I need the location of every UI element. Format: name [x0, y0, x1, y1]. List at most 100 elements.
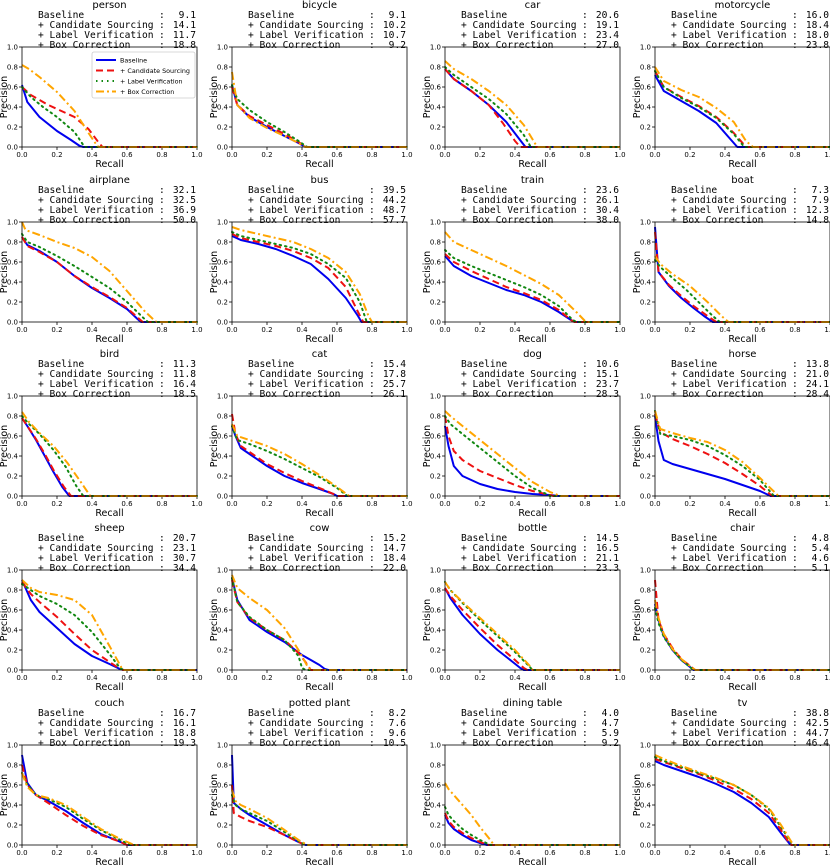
y-tick-label: 0.0 [7, 319, 18, 327]
ap-colon: : [159, 20, 165, 31]
panel-title: dog [523, 349, 542, 360]
panel-title: bird [100, 349, 119, 360]
series-line-baseline [444, 255, 620, 323]
ap-colon: : [792, 389, 798, 400]
ap-colon: : [159, 359, 165, 370]
ap-colon: : [582, 708, 588, 719]
series-line-box-correction [654, 66, 830, 148]
y-tick-label: 0.2 [217, 473, 228, 481]
series-line-label-verification [21, 772, 198, 846]
ap-value: 10.7 [383, 30, 406, 41]
ap-value: 21.1 [596, 553, 619, 564]
ap-method-label: + Candidate Sourcing [461, 20, 577, 31]
x-tick-label: 0.6 [121, 151, 133, 159]
ap-value: 22.0 [383, 563, 406, 574]
ap-colon: : [369, 20, 375, 31]
ap-value: 11.7 [173, 30, 196, 41]
series-line-baseline [444, 425, 620, 497]
y-tick-label: 0.4 [640, 802, 652, 810]
ap-method-label: + Box Correction [461, 40, 553, 51]
ap-method-label: Baseline [38, 359, 84, 370]
ap-value: 9.1 [179, 10, 197, 21]
y-tick-label: 1.0 [7, 393, 18, 401]
ap-method-label: + Candidate Sourcing [671, 369, 787, 380]
ap-method-label: Baseline [248, 359, 294, 370]
x-tick-label: 0.8 [789, 500, 800, 508]
x-tick-label: 0.8 [366, 849, 377, 857]
ap-value: 28.4 [806, 389, 829, 400]
ap-colon: : [582, 728, 588, 739]
x-tick-label: 0.2 [261, 849, 272, 857]
ap-method-label: Baseline [461, 533, 507, 544]
ap-value: 11.8 [173, 369, 196, 380]
plot-frame [21, 569, 198, 671]
ap-value: 14.7 [383, 543, 406, 554]
ap-method-label: + Label Verification [671, 728, 787, 739]
plot-frame [654, 395, 830, 497]
ap-value: 38.0 [596, 215, 619, 226]
x-tick-label: 1.0 [401, 326, 412, 334]
ap-method-label: + Candidate Sourcing [461, 543, 577, 554]
ap-method-label: + Candidate Sourcing [671, 195, 787, 206]
y-tick-label: 0.0 [430, 144, 441, 152]
x-tick-label: 1.0 [824, 151, 830, 159]
ap-colon: : [792, 369, 798, 380]
ap-colon: : [369, 389, 375, 400]
x-tick-label: 0.2 [51, 674, 62, 682]
y-tick-label: 0.2 [7, 299, 18, 307]
ap-method-label: + Candidate Sourcing [248, 195, 364, 206]
ap-value: 24.1 [806, 379, 829, 390]
x-tick-label: 0.2 [474, 500, 485, 508]
y-tick-label: 0.2 [217, 647, 228, 655]
series-line-candidate-sourcing [444, 415, 620, 497]
ap-value: 42.5 [806, 718, 829, 729]
x-tick-label: 0.8 [789, 849, 800, 857]
series-line-box-correction [444, 231, 620, 323]
ap-colon: : [582, 195, 588, 206]
x-tick-label: 0.8 [789, 151, 800, 159]
ap-value: 5.1 [812, 563, 830, 574]
ap-value: 39.5 [383, 185, 406, 196]
panel-title: sheep [94, 523, 124, 534]
ap-method-label: + Label Verification [461, 205, 577, 216]
x-tick-label: 0.2 [474, 151, 485, 159]
ap-method-label: Baseline [38, 10, 84, 21]
x-tick-label: 1.0 [824, 500, 830, 508]
plot-frame [654, 46, 830, 148]
ap-method-label: + Box Correction [671, 738, 763, 749]
y-axis-label: Precision [0, 251, 10, 293]
ap-value: 25.7 [383, 379, 406, 390]
series-line-label-verification [231, 577, 408, 671]
y-axis-label: Precision [422, 774, 433, 816]
ap-colon: : [792, 738, 798, 749]
ap-colon: : [159, 389, 165, 400]
x-tick-label: 1.0 [191, 151, 202, 159]
y-tick-label: 0.4 [7, 279, 19, 287]
x-tick-label: 0.6 [544, 500, 556, 508]
y-tick-label: 0.0 [430, 842, 441, 850]
ap-value: 23.1 [173, 543, 196, 554]
ap-value: 4.0 [602, 708, 620, 719]
ap-colon: : [369, 728, 375, 739]
x-tick-label: 0.4 [509, 326, 521, 334]
series-line-baseline [654, 74, 830, 148]
series-line-candidate-sourcing [654, 758, 830, 846]
y-tick-label: 0.0 [7, 144, 18, 152]
x-tick-label: 0.0 [439, 500, 450, 508]
ap-value: 16.5 [596, 543, 619, 554]
y-tick-label: 0.8 [7, 239, 18, 247]
series-line-label-verification [654, 70, 830, 148]
y-tick-label: 0.6 [217, 607, 229, 615]
x-tick-label: 0.6 [121, 849, 133, 857]
ap-value: 9.6 [389, 728, 407, 739]
x-tick-label: 0.0 [226, 500, 237, 508]
series-line-baseline [231, 235, 407, 323]
ap-value: 9.2 [389, 40, 406, 51]
ap-value: 20.7 [173, 533, 196, 544]
y-tick-label: 0.8 [7, 64, 18, 72]
y-tick-label: 0.4 [430, 279, 442, 287]
y-tick-label: 0.4 [7, 453, 19, 461]
legend-box [91, 51, 196, 99]
